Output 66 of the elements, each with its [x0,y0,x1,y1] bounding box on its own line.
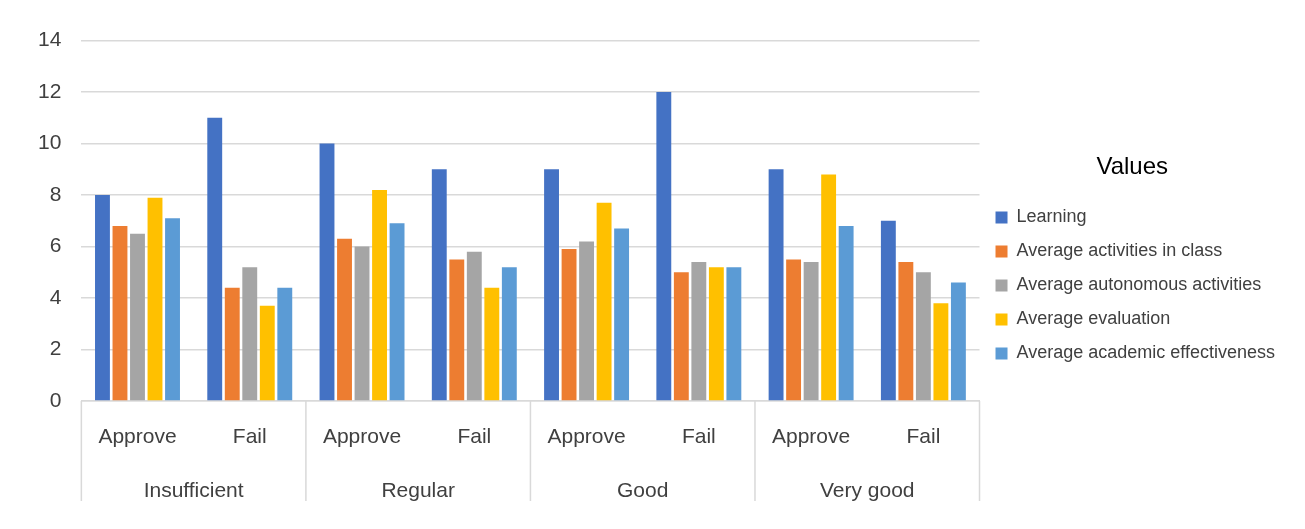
x-tick-label: Approve [547,424,626,448]
text: Regular [381,477,455,501]
text: Insufficient [143,477,244,501]
legend-label: Average autonomous activities [1016,274,1262,295]
bar [691,261,707,401]
y-tick-label: 4 [49,284,62,308]
bar [354,246,370,401]
bar [501,267,517,401]
bar [768,169,784,401]
bar [242,267,258,401]
bar [915,272,931,401]
bar [950,282,966,401]
bar [319,143,335,401]
x-tick-label: Fail [457,424,492,448]
x-tick-label: Approve [322,424,402,448]
legend-label: Average evaluation [1016,308,1171,329]
bar [95,195,110,401]
text: Very good [819,477,915,501]
bar [614,228,630,401]
legend-label: Average academic effectiveness [1016,342,1276,363]
bar [165,218,180,401]
bar [803,261,819,401]
bar [673,272,689,401]
text: Good [617,477,669,501]
bar [596,202,612,401]
bar [726,267,742,401]
bar [389,223,405,401]
bar [372,189,387,401]
y-tick-label: 2 [49,336,62,360]
y-tick-label: 14 [38,27,62,51]
legend-label: Learning [1016,206,1087,227]
bar [821,174,837,401]
bar [277,287,293,401]
bar [337,238,352,401]
bar [449,259,465,401]
x-tick-label: Fail [906,424,941,448]
x-tick-label: Approve [98,424,177,448]
bar [112,225,128,401]
bar [259,305,275,401]
bar [544,169,559,401]
bar [579,241,595,401]
x-tick-label: Fail [232,424,267,448]
bar [130,233,145,401]
bar [466,251,482,401]
legend-title: Values [1096,152,1169,180]
bar [838,225,854,401]
y-tick-label: 0 [49,387,62,411]
bar [561,249,577,401]
y-tick-label: 10 [38,130,62,154]
bar [207,117,223,401]
bar [880,220,896,401]
y-tick-label: 12 [38,78,62,102]
y-tick-label: 6 [49,233,62,257]
bar [898,261,914,401]
y-tick-label: 8 [49,181,62,205]
x-tick-label: Approve [772,424,851,448]
x-tick-label: Fail [681,424,716,448]
bar [786,259,802,401]
bar [147,197,163,401]
bar [224,287,240,401]
bar [431,169,447,401]
bar [933,303,949,401]
bar [484,287,500,401]
bar [708,267,724,401]
legend-label: Average activities in class [1016,240,1223,261]
bar [656,92,672,401]
